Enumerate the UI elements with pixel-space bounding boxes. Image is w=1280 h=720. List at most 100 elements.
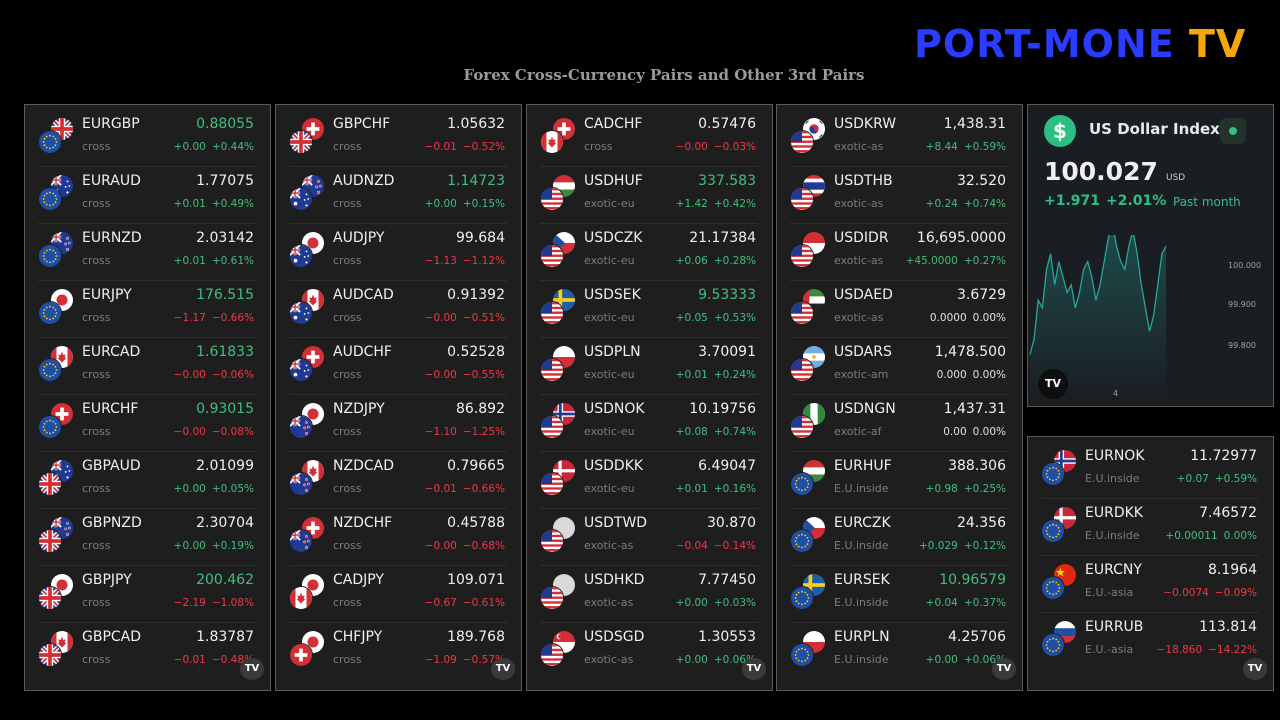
pair-symbol[interactable]: EURSEK: [834, 572, 890, 588]
tradingview-logo-icon[interactable]: TV: [1243, 658, 1267, 680]
pair-symbol[interactable]: EURRUB: [1085, 619, 1144, 635]
pair-row-usdaed[interactable]: USDAED exotic-as 3.6729 0.0000 0.00%: [790, 281, 1008, 338]
index-name[interactable]: US Dollar Index: [1089, 120, 1220, 138]
pair-symbol[interactable]: CADJPY: [333, 572, 384, 588]
pair-symbol[interactable]: USDARS: [834, 344, 892, 360]
pair-symbol[interactable]: EURCZK: [834, 515, 891, 531]
pair-symbol[interactable]: USDHKD: [584, 572, 645, 588]
pair-change-abs: −0.00: [424, 540, 457, 552]
pair-row-audcad[interactable]: AUDCAD cross 0.91392 −0.00 −0.51%: [289, 281, 507, 338]
pair-row-eurgbp[interactable]: EURGBP cross 0.88055 +0.00 +0.44%: [38, 110, 256, 167]
pair-row-eurcny[interactable]: EURCNY E.U.-asia 8.1964 −0.0074 −0.09%: [1041, 556, 1259, 613]
pair-row-eurhuf[interactable]: EURHUF E.U.inside 388.306 +0.98 +0.25%: [790, 452, 1008, 509]
pair-row-gbpcad[interactable]: GBPCAD cross 1.83787 −0.01 −0.48%: [38, 623, 256, 680]
pair-symbol[interactable]: AUDJPY: [333, 230, 385, 246]
pair-symbol[interactable]: USDSGD: [584, 629, 645, 645]
pair-symbol[interactable]: USDAED: [834, 287, 893, 303]
pair-row-gbpnzd[interactable]: GBPNZD cross 2.30704 +0.00 +0.19%: [38, 509, 256, 566]
pair-row-usdidr[interactable]: USDIDR exotic-as 16,695.0000 +45.0000 +0.27%: [790, 224, 1008, 281]
pair-row-eurnzd[interactable]: EURNZD cross 2.03142 +0.01 +0.61%: [38, 224, 256, 281]
pair-row-usdsgd[interactable]: USDSGD exotic-as 1.30553 +0.00 +0.06%: [540, 623, 758, 680]
pair-row-usdars[interactable]: USDARS exotic-am 1,478.500 0.000 0.00%: [790, 338, 1008, 395]
pair-symbol[interactable]: USDIDR: [834, 230, 889, 246]
pair-row-nzdcad[interactable]: NZDCAD cross 0.79665 −0.01 −0.66%: [289, 452, 507, 509]
pair-row-gbpjpy[interactable]: GBPJPY cross 200.462 −2.19 −1.08%: [38, 566, 256, 623]
pair-symbol[interactable]: NZDJPY: [333, 401, 385, 417]
pair-row-eurpln[interactable]: EURPLN E.U.inside 4.25706 +0.00 +0.06%: [790, 623, 1008, 680]
pair-row-usdhuf[interactable]: USDHUF exotic-eu 337.583 +1.42 +0.42%: [540, 167, 758, 224]
pair-row-usdsek[interactable]: USDSEK exotic-eu 9.53333 +0.05 +0.53%: [540, 281, 758, 338]
pair-row-nzdjpy[interactable]: NZDJPY cross 86.892 −1.10 −1.25%: [289, 395, 507, 452]
pair-symbol[interactable]: USDPLN: [584, 344, 641, 360]
us-dollar-index-widget[interactable]: $ US Dollar Index 100.027 USD +1.971 +2.…: [1027, 104, 1274, 407]
pair-row-gbpaud[interactable]: GBPAUD cross 2.01099 +0.00 +0.05%: [38, 452, 256, 509]
pair-row-cadjpy[interactable]: CADJPY cross 109.071 −0.67 −0.61%: [289, 566, 507, 623]
pair-symbol[interactable]: GBPCHF: [333, 116, 391, 132]
pair-row-usddkk[interactable]: USDDKK exotic-eu 6.49047 +0.01 +0.16%: [540, 452, 758, 509]
pair-row-eursek[interactable]: EURSEK E.U.inside 10.96579 +0.04 +0.37%: [790, 566, 1008, 623]
pair-symbol[interactable]: GBPNZD: [82, 515, 142, 531]
pair-row-eurdkk[interactable]: EURDKK E.U.inside 7.46572 +0.00011 0.00%: [1041, 499, 1259, 556]
pair-symbol[interactable]: GBPJPY: [82, 572, 132, 588]
pair-row-eurjpy[interactable]: EURJPY cross 176.515 −1.17 −0.66%: [38, 281, 256, 338]
pair-symbol[interactable]: USDTWD: [584, 515, 648, 531]
pair-symbol[interactable]: USDHUF: [584, 173, 643, 189]
pair-row-usdkrw[interactable]: USDKRW exotic-as 1,438.31 +8.44 +0.59%: [790, 110, 1008, 167]
pair-symbol[interactable]: EURAUD: [82, 173, 141, 189]
pair-symbol[interactable]: USDSEK: [584, 287, 641, 303]
pair-row-usdtwd[interactable]: USDTWD exotic-as 30.870 −0.04 −0.14%: [540, 509, 758, 566]
pair-symbol[interactable]: EURDKK: [1085, 505, 1143, 521]
tradingview-logo-icon[interactable]: TV: [240, 658, 264, 680]
pair-row-nzdchf[interactable]: NZDCHF cross 0.45788 −0.00 −0.68%: [289, 509, 507, 566]
pairs-panel-5: EURNOK E.U.inside 11.72977 +0.07 +0.59% EURDK…: [1027, 436, 1274, 691]
pair-row-usdnok[interactable]: USDNOK exotic-eu 10.19756 +0.08 +0.74%: [540, 395, 758, 452]
pair-symbol[interactable]: EURJPY: [82, 287, 132, 303]
pair-row-eurchf[interactable]: EURCHF cross 0.93015 −0.00 −0.08%: [38, 395, 256, 452]
pair-row-usdpln[interactable]: USDPLN exotic-eu 3.70091 +0.01 +0.24%: [540, 338, 758, 395]
pair-row-eurcad[interactable]: EURCAD cross 1.61833 −0.00 −0.06%: [38, 338, 256, 395]
pair-symbol[interactable]: USDDKK: [584, 458, 644, 474]
pair-symbol[interactable]: EURNOK: [1085, 448, 1145, 464]
pair-symbol[interactable]: EURCNY: [1085, 562, 1142, 578]
pair-row-gbpchf[interactable]: GBPCHF cross 1.05632 −0.01 −0.52%: [289, 110, 507, 167]
pair-symbol[interactable]: CADCHF: [584, 116, 643, 132]
pair-symbol[interactable]: NZDCHF: [333, 515, 393, 531]
pair-row-eurczk[interactable]: EURCZK E.U.inside 24.356 +0.029 +0.12%: [790, 509, 1008, 566]
pair-row-audnzd[interactable]: AUDNZD cross 1.14723 +0.00 +0.15%: [289, 167, 507, 224]
tradingview-logo-icon[interactable]: TV: [992, 658, 1016, 680]
pair-row-eurrub[interactable]: EURRUB E.U.-asia 113.814 −18.860 −14.22%: [1041, 613, 1259, 670]
pair-symbol[interactable]: USDKRW: [834, 116, 897, 132]
pair-symbol[interactable]: GBPCAD: [82, 629, 142, 645]
pair-symbol[interactable]: AUDNZD: [333, 173, 395, 189]
pair-row-audchf[interactable]: AUDCHF cross 0.52528 −0.00 −0.55%: [289, 338, 507, 395]
pair-symbol[interactable]: EURGBP: [82, 116, 140, 132]
pair-row-usdngn[interactable]: USDNGN exotic-af 1,437.31 0.00 0.00%: [790, 395, 1008, 452]
pair-symbol[interactable]: EURCAD: [82, 344, 141, 360]
pair-symbol[interactable]: AUDCAD: [333, 287, 394, 303]
pair-symbol[interactable]: USDNOK: [584, 401, 645, 417]
pair-symbol[interactable]: USDTHB: [834, 173, 893, 189]
pair-row-eurnok[interactable]: EURNOK E.U.inside 11.72977 +0.07 +0.59%: [1041, 442, 1259, 499]
pair-symbol[interactable]: GBPAUD: [82, 458, 141, 474]
pair-symbol[interactable]: EURPLN: [834, 629, 890, 645]
pair-symbol[interactable]: NZDCAD: [333, 458, 394, 474]
tradingview-logo-icon[interactable]: TV: [742, 658, 766, 680]
pair-symbol[interactable]: USDCZK: [584, 230, 643, 246]
index-line-chart[interactable]: 100.000 99.900 99.800 4: [1028, 235, 1273, 405]
pair-row-cadchf[interactable]: CADCHF cross 0.57476 −0.00 −0.03%: [540, 110, 758, 167]
tradingview-logo-icon[interactable]: TV: [491, 658, 515, 680]
pair-row-usdhkd[interactable]: USDHKD exotic-as 7.77450 +0.00 +0.03%: [540, 566, 758, 623]
pair-row-euraud[interactable]: EURAUD cross 1.77075 +0.01 +0.49%: [38, 167, 256, 224]
pair-row-audjpy[interactable]: AUDJPY cross 99.684 −1.13 −1.12%: [289, 224, 507, 281]
pair-symbol[interactable]: EURCHF: [82, 401, 139, 417]
pair-symbol[interactable]: USDNGN: [834, 401, 896, 417]
pair-row-usdczk[interactable]: USDCZK exotic-eu 21.17384 +0.06 +0.28%: [540, 224, 758, 281]
pair-category: cross: [82, 425, 111, 438]
pair-symbol[interactable]: CHFJPY: [333, 629, 383, 645]
pair-symbol[interactable]: EURNZD: [82, 230, 142, 246]
tradingview-logo-icon[interactable]: TV: [1038, 369, 1068, 399]
pair-row-chfjpy[interactable]: CHFJPY cross 189.768 −1.09 −0.57%: [289, 623, 507, 680]
pair-symbol[interactable]: EURHUF: [834, 458, 892, 474]
pair-row-usdthb[interactable]: USDTHB exotic-as 32.520 +0.24 +0.74%: [790, 167, 1008, 224]
pair-symbol[interactable]: AUDCHF: [333, 344, 392, 360]
